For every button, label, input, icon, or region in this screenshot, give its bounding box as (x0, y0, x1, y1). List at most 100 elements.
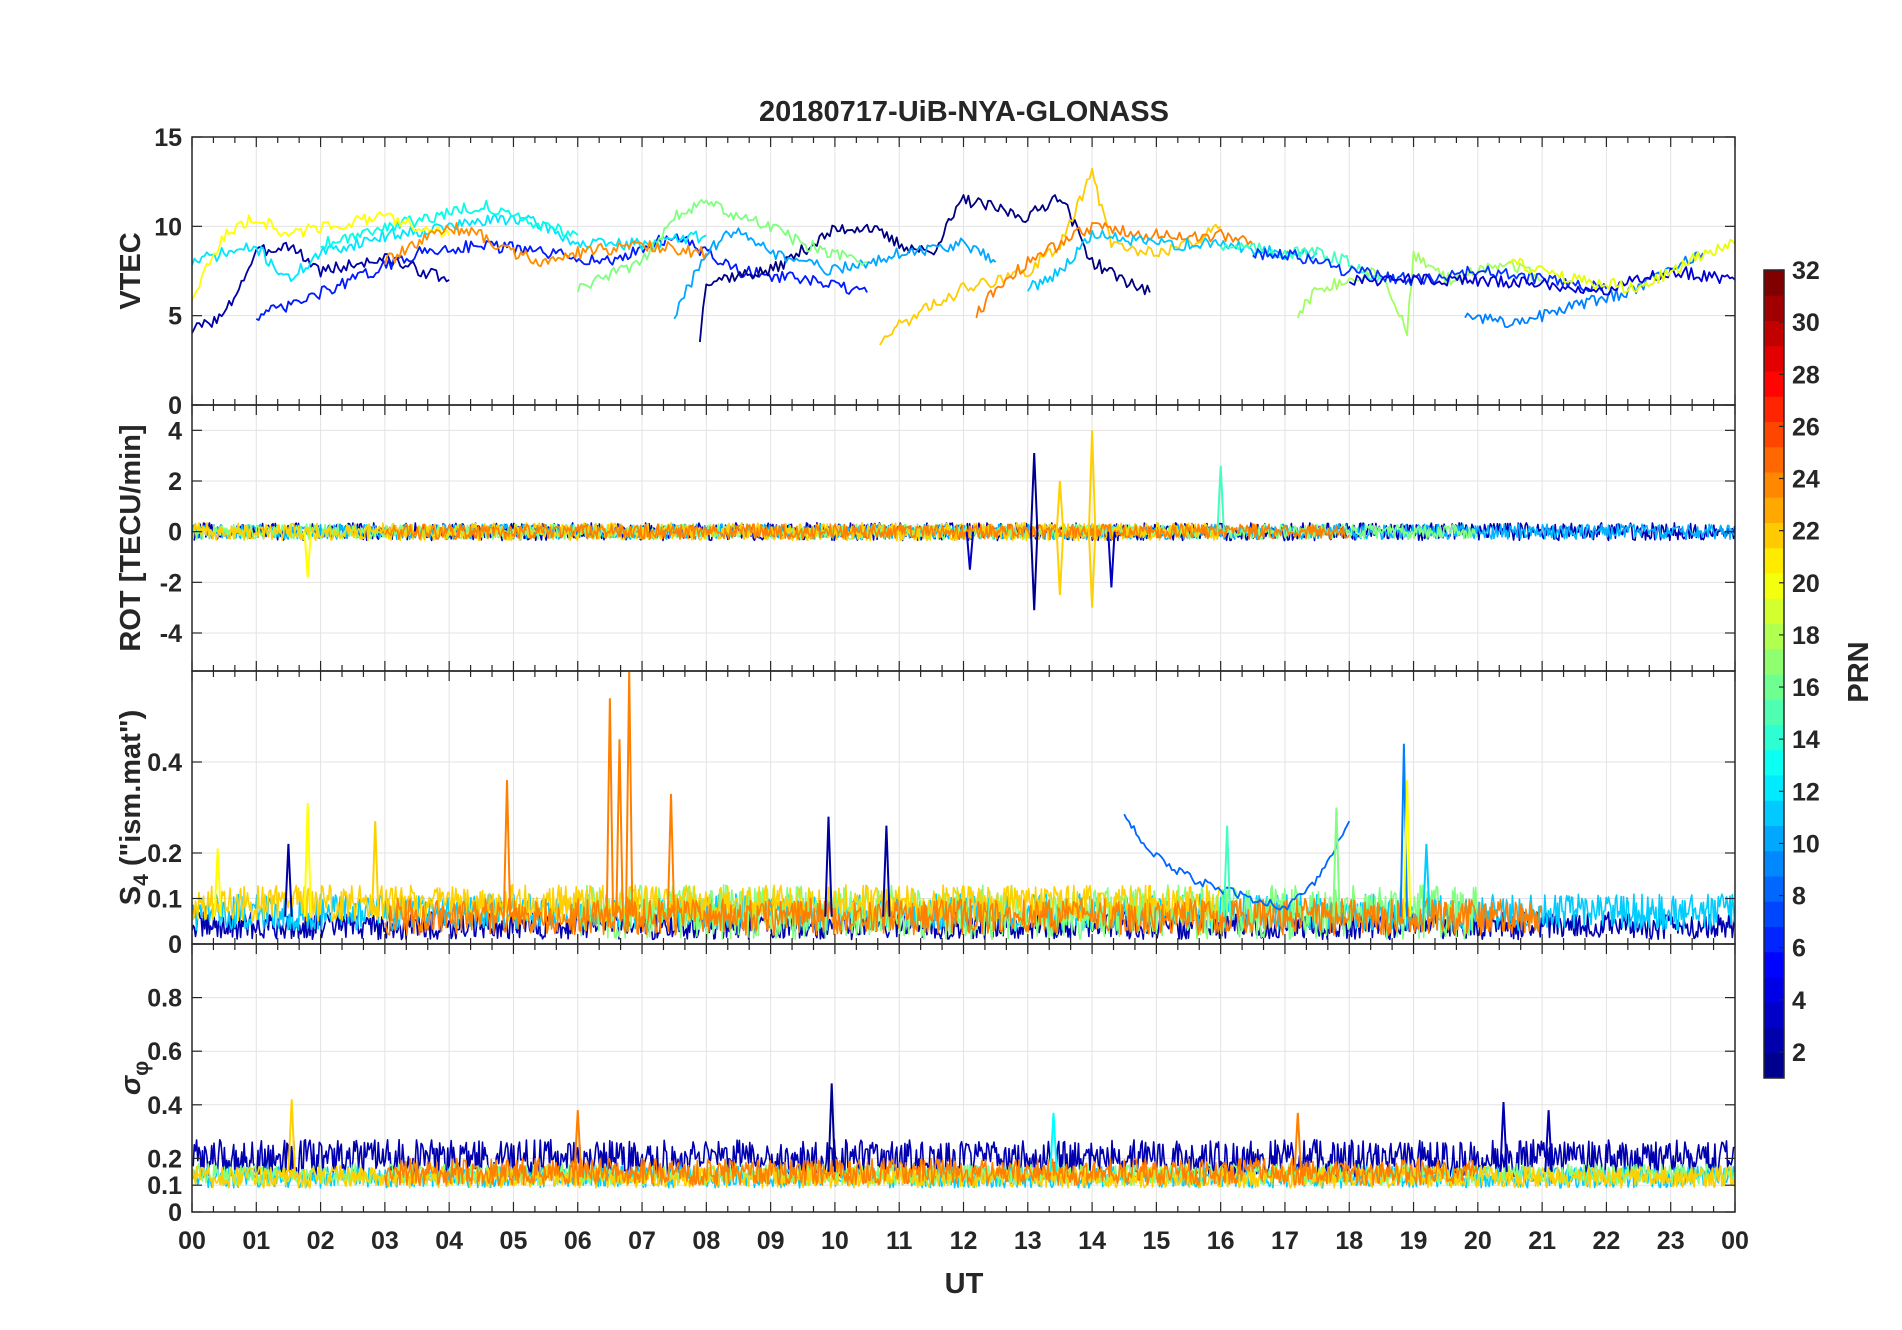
series-prn-2 (192, 241, 450, 334)
colorbar-segment (1764, 547, 1784, 574)
spike-mark (625, 671, 634, 917)
spike-mark (666, 793, 676, 917)
spike-mark (1055, 480, 1065, 532)
colorbar-segment (1764, 951, 1784, 978)
x-tick-label: 16 (1207, 1227, 1235, 1255)
colorbar-tick-label: 32 (1792, 257, 1820, 285)
x-tick-label: 12 (950, 1227, 978, 1255)
colorbar-segment (1764, 1027, 1784, 1054)
chart-title: 20180717-UiB-NYA-GLONASS (759, 96, 1169, 128)
series-prn-1 (699, 194, 1151, 343)
colorbar-tick-label: 18 (1792, 622, 1820, 650)
colorbar-segment (1764, 926, 1784, 953)
series-prn-19 (1509, 238, 1735, 294)
plot-area-rot (192, 430, 1735, 611)
colorbar-tick-label: 20 (1792, 570, 1820, 598)
x-tick-label: 02 (307, 1227, 335, 1255)
colorbar-segment (1764, 699, 1784, 725)
x-tick-label: 22 (1593, 1227, 1621, 1255)
spike-mark (1544, 1110, 1553, 1172)
colorbar-segment (1764, 472, 1784, 498)
spike-mark (965, 531, 975, 570)
colorbar-tick-label: 16 (1792, 674, 1820, 702)
x-tick-label: 18 (1335, 1227, 1363, 1255)
spike-mark (827, 1083, 836, 1172)
y-tick-label: 0 (168, 519, 182, 547)
x-tick-label: 10 (821, 1227, 849, 1255)
y-tick-label: 0 (168, 931, 182, 959)
x-tick-label: 20 (1464, 1227, 1492, 1255)
series-prn-11 (1027, 229, 1318, 292)
y-axis-label-rot: ROT [TECU/min] (115, 424, 147, 651)
series-noise-s4 (384, 897, 1542, 936)
series-prn-7 (1123, 813, 1351, 911)
x-tick-label: 05 (500, 1227, 528, 1255)
colorbar-segment (1764, 825, 1784, 852)
colorbar-segment (1764, 901, 1784, 927)
spike-mark (303, 802, 312, 917)
spike-mark (1222, 825, 1232, 917)
colorbar-segment (1764, 270, 1784, 296)
colorbar-segment (1764, 396, 1784, 422)
series-prn-20 (192, 211, 451, 301)
x-tick-label: 06 (564, 1227, 592, 1255)
x-tick-label: 17 (1271, 1227, 1299, 1255)
colorbar-segment (1764, 345, 1784, 372)
series-noise-sigma_phi (192, 1138, 1735, 1178)
series-noise-s4 (192, 884, 1221, 922)
x-tick-label: 11 (886, 1227, 913, 1255)
spike-mark (1087, 430, 1097, 532)
spike-mark (882, 825, 891, 917)
x-tick-label: 03 (371, 1227, 399, 1255)
colorbar-segment (1764, 295, 1784, 321)
spike-mark (605, 698, 615, 917)
series-prn-3 (1348, 265, 1735, 296)
colorbar-segment (1764, 800, 1784, 826)
y-tick-label: 0 (168, 1199, 182, 1227)
y-tick-label: 0 (168, 392, 182, 420)
colorbar-tick-label: 24 (1792, 466, 1820, 494)
y-tick-label: 0.8 (147, 985, 182, 1013)
series-prn-10 (673, 227, 997, 320)
spike-mark (287, 1099, 296, 1172)
y-axis-label-sigma_phi: σφ (115, 1061, 153, 1095)
colorbar-tick-label: 2 (1792, 1039, 1806, 1067)
colorbar-tick-label: 6 (1792, 935, 1806, 963)
colorbar-segment (1764, 497, 1784, 523)
y-tick-label: 0.2 (147, 840, 182, 868)
spike-mark (502, 780, 512, 917)
series-prn-17 (1296, 250, 1543, 337)
spike-mark (284, 843, 293, 917)
spike-mark (1049, 1112, 1058, 1172)
series-prn-12 (192, 214, 707, 283)
colorbar-segment (1764, 320, 1784, 347)
colorbar-tick-label: 8 (1792, 883, 1806, 911)
spike-mark (573, 1110, 582, 1172)
x-tick-label: 13 (1014, 1227, 1042, 1255)
colorbar-tick-label: 28 (1792, 361, 1820, 389)
y-tick-label: 0.2 (147, 1145, 182, 1173)
spike-mark (371, 821, 380, 917)
x-tick-label: 21 (1528, 1227, 1556, 1255)
series-noise-rot (384, 523, 1350, 541)
x-tick-label: 14 (1078, 1227, 1106, 1255)
x-tick-label: 07 (628, 1227, 656, 1255)
colorbar-segment (1764, 1052, 1784, 1079)
colorbar-segment (1764, 623, 1784, 650)
spike-mark (1087, 531, 1097, 608)
series-prn-16 (576, 198, 868, 292)
colorbar-segment (1764, 724, 1784, 751)
spike-mark (1499, 1102, 1508, 1172)
colorbar-segment (1764, 522, 1784, 549)
series-prn-13 (320, 199, 579, 250)
colorbar-segment (1764, 648, 1784, 675)
y-tick-label: -4 (160, 620, 182, 648)
spike-mark (1293, 1112, 1302, 1172)
colorbar-segment (1764, 775, 1784, 801)
panel-vtec: 0 5 10 15 VTEC (115, 124, 1736, 420)
colorbar-tick-label: 30 (1792, 309, 1820, 337)
colorbar-segment (1764, 421, 1784, 448)
y-tick-label: 0.4 (147, 749, 182, 777)
colorbar-segment (1764, 977, 1784, 1003)
